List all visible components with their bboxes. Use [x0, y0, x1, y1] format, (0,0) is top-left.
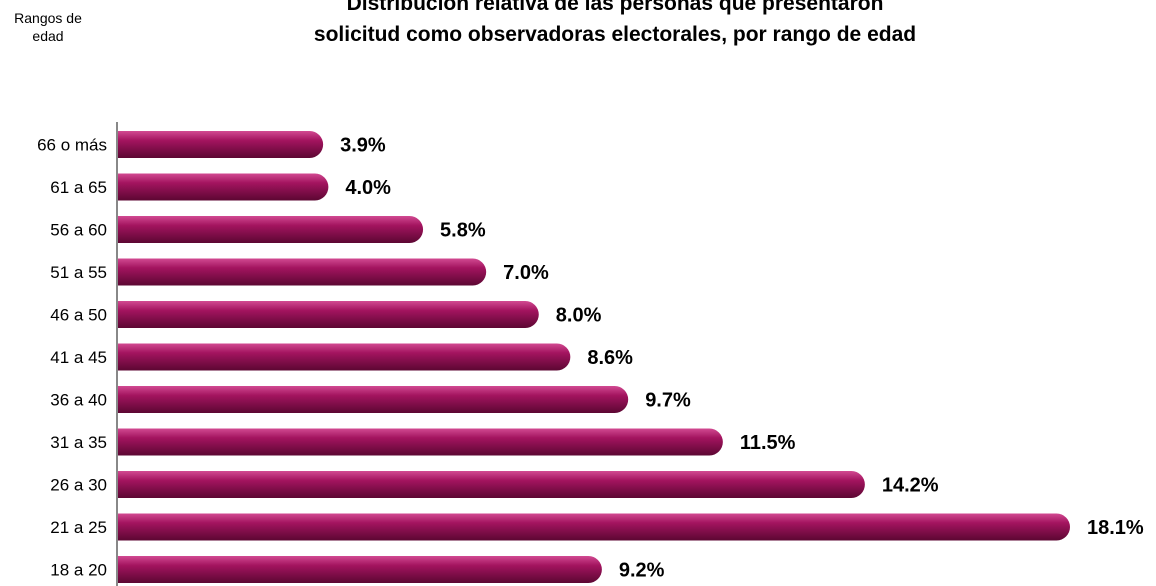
bar [118, 428, 723, 456]
bar [118, 301, 539, 328]
bar-base [118, 428, 132, 456]
bar-base [118, 173, 132, 201]
category-label: 21 a 25 [50, 518, 107, 537]
bar-base [118, 386, 132, 413]
value-label: 5.8% [440, 220, 486, 242]
value-label: 18.1% [1087, 517, 1144, 539]
bar-base [118, 216, 132, 243]
value-label: 9.2% [619, 560, 665, 582]
bar [118, 343, 571, 371]
bar [118, 131, 324, 158]
bar-base [118, 471, 132, 498]
category-label: 56 a 60 [50, 221, 107, 240]
bar-base [118, 513, 132, 541]
value-label: 8.0% [556, 305, 602, 327]
category-label: 66 o más [37, 136, 107, 155]
bar [118, 556, 602, 583]
category-label: 46 a 50 [50, 306, 107, 325]
category-label: 51 a 55 [50, 263, 107, 282]
bar [118, 173, 329, 201]
category-label: 41 a 45 [50, 348, 107, 367]
category-label: 26 a 30 [50, 476, 107, 495]
bar [118, 386, 629, 413]
bar-base [118, 258, 132, 286]
bar-base [118, 301, 132, 328]
bar-base [118, 556, 132, 583]
category-label: 31 a 35 [50, 433, 107, 452]
bars-group: 66 o más 3.9% 61 a 65 4.0% 56 a 60 5.8% 51 a 5… [37, 131, 1144, 583]
category-label: 18 a 20 [50, 561, 107, 580]
bar [118, 216, 424, 243]
bar [118, 258, 487, 286]
value-label: 11.5% [740, 432, 796, 454]
chart-title: Distribución relativa de las personas qu… [313, 0, 917, 46]
bar-base [118, 343, 132, 371]
category-label: 36 a 40 [50, 391, 107, 410]
value-label: 8.6% [587, 347, 633, 369]
value-label: 3.9% [340, 135, 386, 157]
y-axis-title: Rangos de edad [14, 10, 82, 44]
category-label: 61 a 65 [50, 178, 107, 197]
value-label: 4.0% [345, 177, 391, 199]
bar [118, 513, 1070, 541]
value-label: 7.0% [503, 262, 549, 284]
value-label: 14.2% [882, 475, 939, 497]
bar-base [118, 131, 132, 158]
value-label: 9.7% [645, 390, 691, 412]
bar [118, 471, 865, 498]
